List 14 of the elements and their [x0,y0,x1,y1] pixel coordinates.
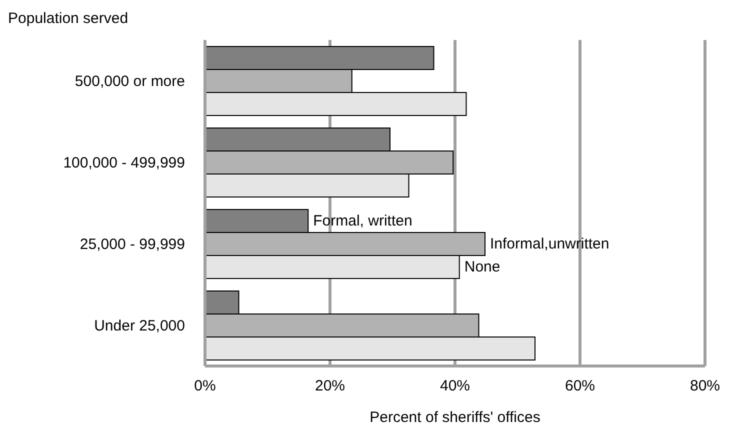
x-tick-label: 60% [564,378,596,395]
series-label: Informal,unwritten [490,236,610,253]
x-axis-title: Percent of sheriffs' offices [370,409,540,426]
y-tick-label: 500,000 or more [74,73,185,90]
x-tick-label: 80% [690,378,720,395]
y-axis-title: Population served [8,10,128,27]
y-tick-label: 25,000 - 99,999 [80,236,185,254]
series-label: None [464,258,500,276]
y-tick-label: Under 25,000 [94,318,185,335]
y-tick-label: 100,000 - 499,999 [63,154,185,172]
series-label: Formal, written [313,212,412,230]
x-tick-label: 40% [440,378,470,395]
x-tick-label: 0% [194,378,216,395]
x-tick-label: 20% [314,378,346,395]
